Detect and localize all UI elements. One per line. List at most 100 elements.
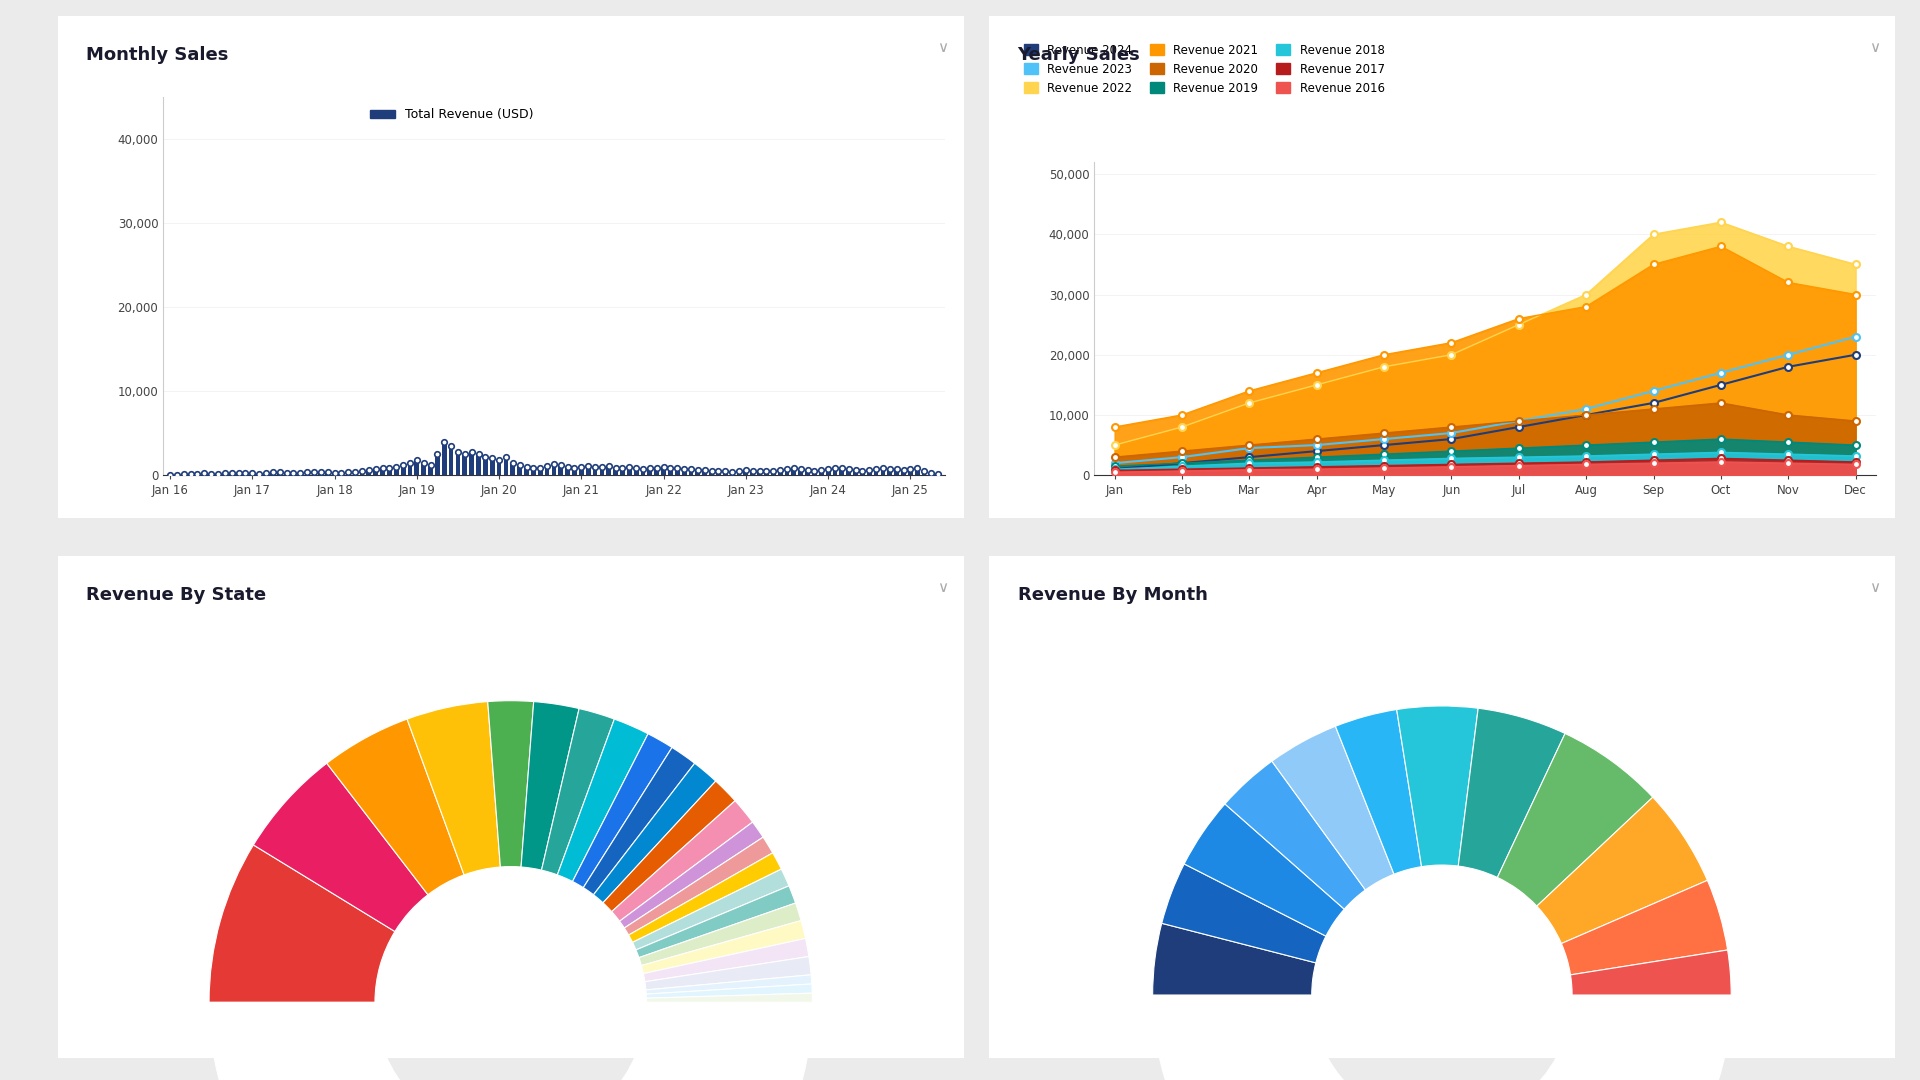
Bar	[791, 469, 797, 475]
Wedge shape	[584, 747, 695, 894]
Text: Monthly Sales: Monthly Sales	[86, 46, 228, 65]
Text: Revenue By Month: Revenue By Month	[1018, 586, 1208, 605]
Wedge shape	[1536, 797, 1707, 944]
Bar	[380, 469, 384, 475]
Legend: Revenue 2024, Revenue 2023, Revenue 2022, Revenue 2021, Revenue 2020, Revenue 20: Revenue 2024, Revenue 2023, Revenue 2022…	[1023, 43, 1384, 95]
Bar	[463, 455, 467, 475]
Bar	[401, 465, 405, 475]
Wedge shape	[1271, 726, 1394, 890]
Wedge shape	[407, 702, 501, 875]
Wedge shape	[1225, 761, 1365, 909]
Bar	[305, 472, 309, 475]
Bar	[874, 470, 879, 475]
Wedge shape	[624, 837, 772, 935]
Bar	[271, 472, 275, 475]
Bar	[284, 473, 290, 475]
Bar	[442, 442, 447, 475]
Bar	[367, 470, 371, 475]
Bar	[292, 473, 296, 475]
Bar	[929, 473, 933, 475]
Text: Yearly Sales: Yearly Sales	[1018, 46, 1140, 65]
Bar	[812, 471, 816, 475]
FancyBboxPatch shape	[979, 551, 1905, 1064]
Bar	[449, 446, 453, 475]
Bar	[394, 467, 399, 475]
Bar	[511, 462, 515, 475]
Bar	[228, 473, 234, 475]
Bar	[689, 470, 693, 475]
Wedge shape	[572, 733, 672, 888]
Bar	[804, 470, 810, 475]
Bar	[524, 467, 528, 475]
Bar	[311, 472, 317, 475]
Text: ∨: ∨	[937, 40, 948, 55]
Wedge shape	[603, 781, 735, 912]
Bar	[682, 469, 687, 475]
Wedge shape	[641, 920, 806, 973]
Bar	[703, 470, 707, 475]
Bar	[908, 470, 912, 475]
Bar	[676, 469, 680, 475]
Wedge shape	[639, 903, 801, 966]
Bar	[276, 472, 282, 475]
Bar	[634, 469, 639, 475]
Wedge shape	[1396, 706, 1478, 866]
Bar	[188, 474, 194, 475]
Bar	[223, 473, 227, 475]
Bar	[202, 473, 207, 475]
Bar	[215, 474, 221, 475]
Bar	[770, 471, 776, 475]
Bar	[847, 470, 851, 475]
Bar	[743, 470, 749, 475]
Bar	[388, 468, 392, 475]
Bar	[564, 467, 570, 475]
Wedge shape	[209, 1002, 812, 1080]
Bar	[785, 469, 789, 475]
Wedge shape	[647, 994, 812, 1002]
Bar	[764, 471, 768, 475]
Bar	[497, 460, 501, 475]
Bar	[881, 469, 885, 475]
Bar	[428, 465, 432, 475]
Bar	[346, 472, 351, 475]
Wedge shape	[1162, 864, 1327, 963]
Text: ∨: ∨	[1868, 40, 1880, 55]
Wedge shape	[209, 845, 396, 1002]
Bar	[708, 471, 714, 475]
Wedge shape	[253, 764, 428, 932]
Bar	[490, 458, 495, 475]
Bar	[415, 460, 419, 475]
Bar	[593, 467, 597, 475]
Wedge shape	[520, 702, 580, 870]
Bar	[407, 462, 413, 475]
Bar	[503, 457, 509, 475]
Bar	[572, 468, 576, 475]
Bar	[257, 473, 261, 475]
Bar	[895, 470, 899, 475]
Wedge shape	[1185, 804, 1344, 936]
Bar	[887, 469, 893, 475]
Wedge shape	[628, 853, 781, 943]
Bar	[340, 473, 344, 475]
Bar	[484, 457, 488, 475]
Bar	[359, 471, 365, 475]
Bar	[655, 468, 659, 475]
Bar	[580, 467, 584, 475]
Bar	[647, 469, 653, 475]
Bar	[716, 471, 720, 475]
Bar	[826, 469, 831, 475]
Bar	[324, 472, 330, 475]
Wedge shape	[541, 708, 614, 875]
Bar	[559, 465, 563, 475]
Bar	[612, 468, 618, 475]
Bar	[332, 473, 338, 475]
Wedge shape	[1498, 733, 1653, 906]
Wedge shape	[1336, 710, 1421, 874]
Bar	[860, 471, 864, 475]
Wedge shape	[593, 764, 716, 903]
Bar	[922, 471, 927, 475]
Bar	[516, 465, 522, 475]
Bar	[455, 451, 461, 475]
Bar	[737, 471, 741, 475]
Wedge shape	[632, 869, 789, 950]
